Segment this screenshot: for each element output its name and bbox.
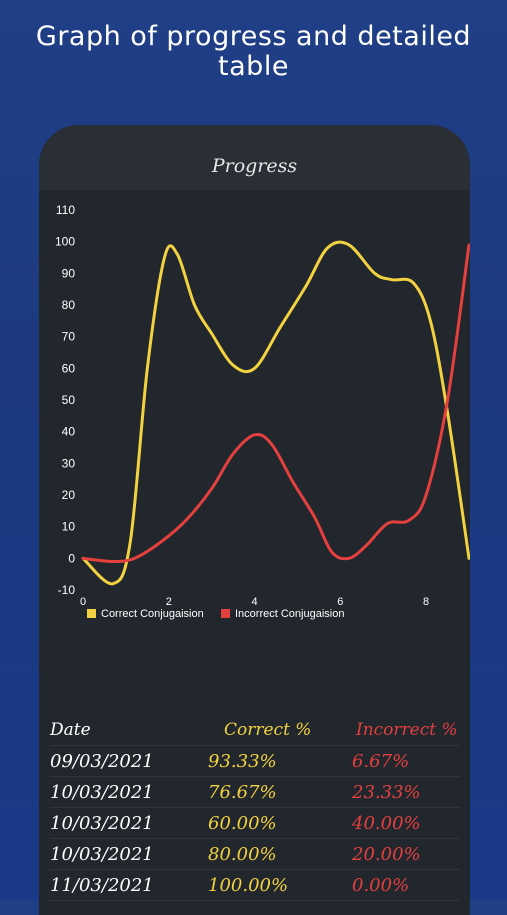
y-tick-label: 100 <box>55 235 75 249</box>
row-date: 10/03/2021 <box>50 782 154 803</box>
row-incorrect: 23.33% <box>352 782 421 803</box>
header-date: Date <box>50 720 91 740</box>
table-row: 10/03/2021 76.67% 23.33% <box>50 777 460 808</box>
table-row: 10/03/2021 60.00% 40.00% <box>50 808 460 839</box>
y-tick-label: 10 <box>62 520 76 534</box>
row-correct: 93.33% <box>208 751 277 772</box>
y-tick-label: 30 <box>62 456 76 470</box>
table-row: 10/03/2021 80.00% 20.00% <box>50 839 460 870</box>
legend-label-correct: Correct Conjugaision <box>101 608 204 620</box>
header-incorrect: Incorrect % <box>356 720 458 740</box>
y-tick-label: 60 <box>62 361 76 375</box>
row-date: 10/03/2021 <box>50 813 154 834</box>
y-tick-label: 0 <box>68 551 75 565</box>
y-tick-label: 80 <box>62 298 76 312</box>
phone-screen: Progress 110 100 90 80 70 60 50 40 30 20 10 0 -10 0 2 4… <box>39 125 470 915</box>
x-tick-label: 0 <box>80 596 86 608</box>
row-date: 10/03/2021 <box>50 844 154 865</box>
progress-table: Date Correct % Incorrect % 09/03/2021 93… <box>50 715 460 901</box>
y-tick-label: -10 <box>58 583 76 597</box>
row-incorrect: 40.00% <box>352 813 421 834</box>
y-tick-label: 90 <box>62 266 76 280</box>
y-tick-label: 40 <box>62 425 76 439</box>
y-tick-label: 20 <box>62 488 76 502</box>
header-correct: Correct % <box>224 720 312 740</box>
row-date: 09/03/2021 <box>50 751 154 772</box>
row-incorrect: 20.00% <box>352 844 421 865</box>
screen-title: Progress <box>211 155 298 177</box>
navigation-bar: Progress <box>39 125 470 190</box>
legend-swatch-incorrect <box>221 609 230 618</box>
x-tick-label: 4 <box>251 596 257 608</box>
promo-headline-line1: Graph of progress and detailed <box>35 21 472 52</box>
table-row: 11/03/2021 100.00% 0.00% <box>50 870 460 901</box>
y-tick-label: 70 <box>62 330 76 344</box>
incorrect-series-line <box>81 243 470 563</box>
x-tick-label: 6 <box>337 596 343 608</box>
y-tick-label: 110 <box>56 203 75 217</box>
legend-swatch-correct <box>87 609 96 618</box>
progress-chart: 110 100 90 80 70 60 50 40 30 20 10 0 -10 0 2 4 6 8 Correct… <box>39 190 470 630</box>
row-correct: 76.67% <box>208 782 277 803</box>
row-date: 11/03/2021 <box>50 875 154 896</box>
legend-label-incorrect: Incorrect Conjugaision <box>235 608 344 620</box>
x-tick-label: 8 <box>423 596 429 608</box>
row-incorrect: 0.00% <box>352 875 410 896</box>
row-incorrect: 6.67% <box>352 751 410 772</box>
row-correct: 80.00% <box>208 844 277 865</box>
promo-headline: Graph of progress and detailed table <box>0 22 507 82</box>
table-row: 09/03/2021 93.33% 6.67% <box>50 746 460 777</box>
correct-series-line <box>81 240 470 586</box>
y-tick-label: 50 <box>62 393 76 407</box>
promo-headline-line2: table <box>218 51 289 82</box>
row-correct: 60.00% <box>208 813 277 834</box>
x-tick-label: 2 <box>166 596 172 608</box>
table-header-row: Date Correct % Incorrect % <box>50 715 460 746</box>
row-correct: 100.00% <box>208 875 289 896</box>
